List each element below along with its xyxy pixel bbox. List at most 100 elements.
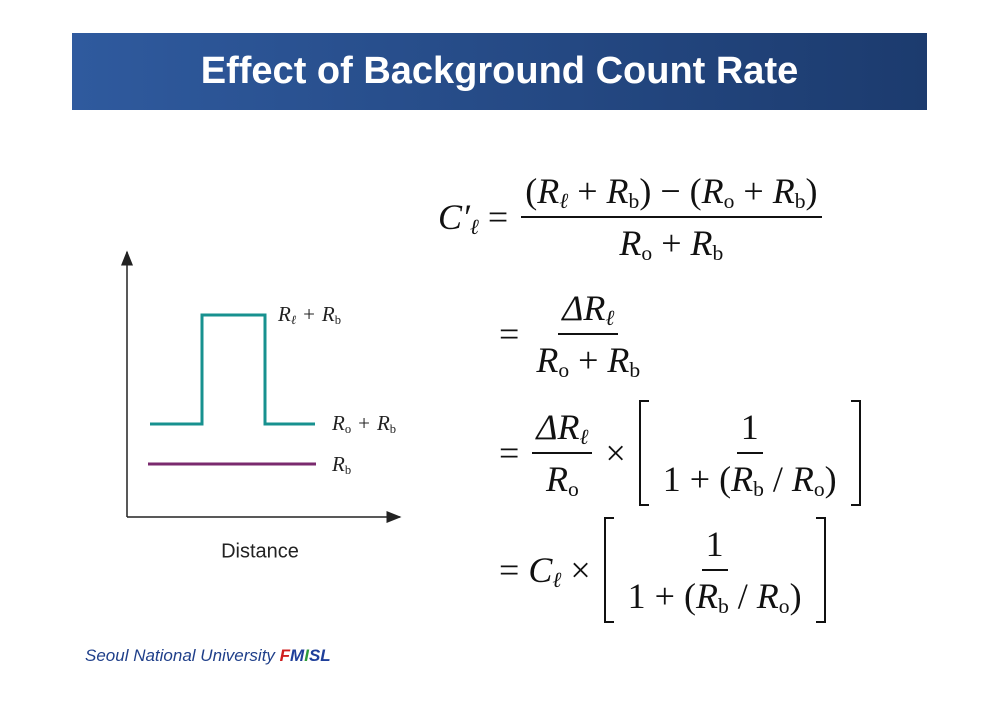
symbol: ΔR [536, 407, 580, 447]
symbol: R [756, 576, 779, 616]
subscript: b [629, 358, 641, 383]
lab-letter: I [304, 646, 309, 665]
symbol: R [606, 171, 629, 211]
numerator: 1 [736, 406, 763, 454]
symbol: C [528, 550, 553, 590]
subscript: b [334, 313, 342, 328]
symbol: R [332, 452, 345, 476]
subscript: b [712, 241, 724, 266]
bracket-left [603, 517, 614, 623]
institution: Seoul National University [85, 646, 275, 665]
symbol: = [499, 550, 520, 590]
symbol: + [654, 576, 675, 616]
symbol: R [332, 411, 345, 435]
symbol: ΔR [562, 288, 606, 328]
signal-line [150, 313, 315, 426]
lab-letter: S [308, 646, 321, 665]
math-token: ( [525, 170, 537, 212]
subscript: b [794, 189, 806, 214]
math-token: − [660, 170, 680, 212]
symbol: R [278, 302, 291, 326]
symbol: × [570, 550, 591, 590]
math-token: + [661, 222, 681, 264]
math-token: ( [719, 458, 731, 500]
subscript: b [344, 463, 352, 478]
symbol: ( [683, 576, 696, 616]
symbol: = [499, 433, 520, 473]
symbol: R [619, 223, 642, 263]
subscript: b [753, 477, 764, 502]
lab-letter: F [279, 646, 291, 665]
symbol: / [772, 459, 783, 499]
footer: Seoul National University FMISL [85, 646, 331, 666]
math-token: 1 [741, 406, 759, 448]
subscript: b [717, 594, 729, 619]
symbol: R [791, 459, 814, 499]
symbol: ) [789, 576, 802, 616]
math-token: / [738, 575, 748, 617]
lab-letter: M [290, 646, 305, 665]
math-token: = [499, 313, 519, 355]
symbol: R [607, 340, 630, 380]
header-bar: Effect of Background Count Rate [72, 33, 927, 110]
x-axis-label: Distance [221, 540, 299, 563]
math-token: 1 [663, 458, 681, 500]
subscript: ℓ [559, 189, 569, 214]
math-token: + [303, 302, 315, 327]
title: Effect of Background Count Rate [200, 50, 799, 92]
symbol: ( [719, 459, 732, 499]
subscript: ℓ [552, 568, 562, 593]
symbol: R [701, 171, 724, 211]
math-token: ( [690, 170, 702, 212]
symbol: + [689, 459, 711, 499]
math-token: = [499, 549, 519, 591]
math-token: + [578, 339, 598, 381]
math-token: + [577, 170, 597, 212]
math-token: + [690, 458, 710, 500]
symbol: R [321, 302, 335, 326]
lab-letter: L [320, 646, 331, 665]
symbol: ) [805, 171, 818, 211]
math-token: ΔR ℓ [562, 287, 614, 330]
subscript: o [558, 358, 570, 383]
symbol: R [376, 411, 390, 435]
bracket-right [815, 517, 826, 623]
symbol: + [358, 411, 370, 435]
math-token: ΔR ℓ [536, 406, 588, 449]
symbol: ( [525, 171, 538, 211]
symbol: + [661, 223, 682, 263]
math-token: × [570, 549, 590, 591]
symbol: × [605, 433, 626, 473]
bracket-right [850, 400, 861, 506]
symbol: = [499, 314, 520, 354]
symbol: C′ [438, 197, 470, 237]
subscript: o [813, 477, 825, 502]
symbol: − [660, 171, 681, 211]
symbol: R [690, 223, 713, 263]
symbol: R [731, 459, 754, 499]
symbol: + [743, 171, 764, 211]
symbol: + [303, 302, 315, 326]
symbol: R [537, 171, 560, 211]
math-token: ) [806, 170, 818, 212]
math-token: + [743, 170, 763, 212]
